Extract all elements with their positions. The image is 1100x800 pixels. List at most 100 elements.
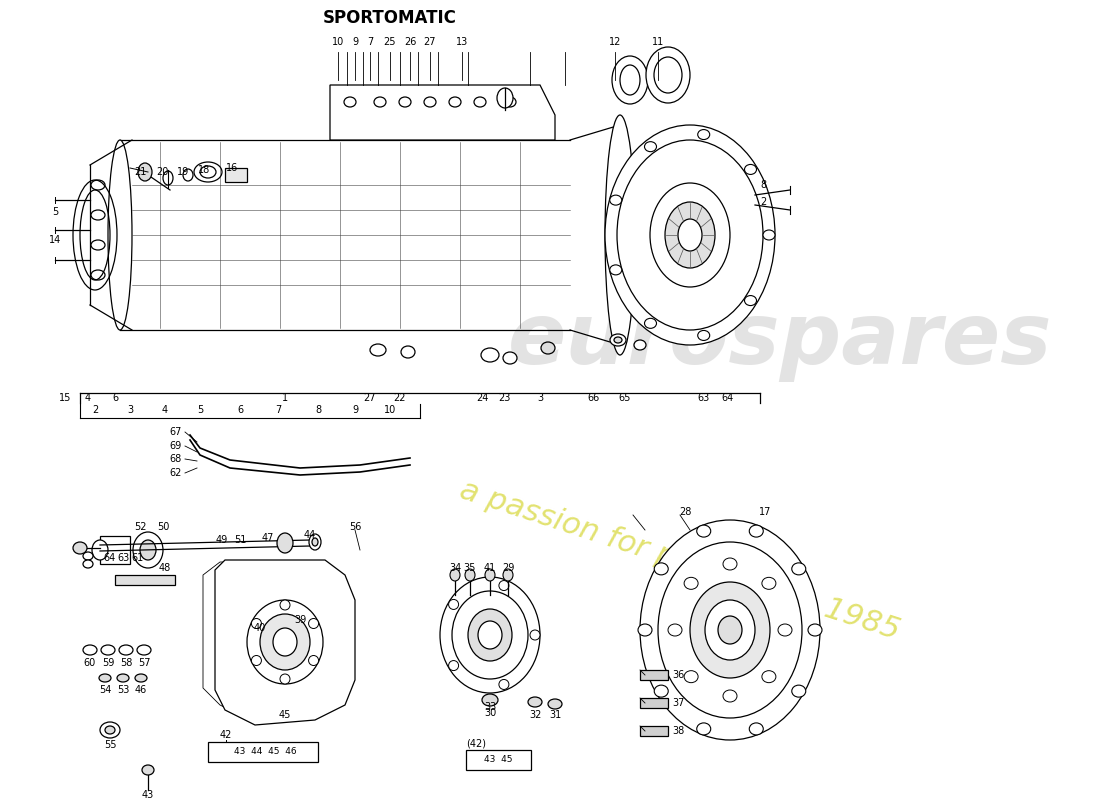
Ellipse shape (654, 57, 682, 93)
Text: 20: 20 (156, 167, 168, 177)
Ellipse shape (474, 97, 486, 107)
Ellipse shape (718, 616, 743, 644)
Text: 19: 19 (177, 167, 189, 177)
Ellipse shape (252, 618, 262, 629)
Polygon shape (214, 560, 355, 725)
Text: 4: 4 (162, 405, 168, 415)
Ellipse shape (138, 163, 152, 181)
Bar (640, 670, 668, 680)
Ellipse shape (440, 577, 540, 693)
Text: 63: 63 (697, 393, 710, 403)
Text: 38: 38 (672, 726, 684, 736)
Text: 59: 59 (102, 658, 114, 668)
Ellipse shape (612, 56, 648, 104)
Text: 49: 49 (216, 535, 228, 545)
Text: 48: 48 (158, 563, 172, 573)
Ellipse shape (142, 765, 154, 775)
Bar (100, 536, 130, 564)
Ellipse shape (503, 352, 517, 364)
Text: 6: 6 (236, 405, 243, 415)
Ellipse shape (792, 685, 806, 697)
Text: 9: 9 (352, 37, 359, 47)
Text: 10: 10 (384, 405, 396, 415)
Ellipse shape (399, 97, 411, 107)
Ellipse shape (640, 520, 820, 740)
Ellipse shape (668, 624, 682, 636)
Ellipse shape (465, 569, 475, 581)
Text: 21: 21 (134, 167, 146, 177)
Ellipse shape (344, 97, 356, 107)
Text: 57: 57 (138, 658, 151, 668)
Text: 58: 58 (120, 658, 132, 668)
Ellipse shape (248, 600, 323, 684)
Ellipse shape (654, 563, 668, 575)
Ellipse shape (309, 618, 319, 629)
Text: 5: 5 (197, 405, 204, 415)
Text: SPORTOMATIC: SPORTOMATIC (323, 9, 456, 27)
Ellipse shape (280, 600, 290, 610)
Ellipse shape (745, 165, 757, 174)
Ellipse shape (163, 171, 173, 185)
Bar (640, 698, 668, 708)
Text: 3: 3 (537, 393, 543, 403)
Text: 12: 12 (608, 37, 622, 47)
Ellipse shape (610, 334, 626, 346)
Text: 55: 55 (103, 740, 117, 750)
Text: 43  44  45  46: 43 44 45 46 (233, 747, 296, 757)
Text: 47: 47 (262, 533, 274, 543)
Text: 4: 4 (85, 393, 91, 403)
Text: 7: 7 (275, 405, 282, 415)
Text: 25: 25 (384, 37, 396, 47)
Text: 39: 39 (294, 615, 306, 625)
Ellipse shape (312, 538, 318, 546)
Ellipse shape (528, 697, 542, 707)
Text: 36: 36 (672, 670, 684, 680)
Ellipse shape (424, 97, 436, 107)
Ellipse shape (634, 340, 646, 350)
Ellipse shape (449, 97, 461, 107)
Bar (208, 742, 318, 762)
Text: 33: 33 (484, 702, 496, 712)
Ellipse shape (280, 674, 290, 684)
Text: 64: 64 (722, 393, 734, 403)
Text: 46: 46 (135, 685, 147, 695)
Text: 44: 44 (304, 530, 316, 540)
Text: 23: 23 (498, 393, 510, 403)
Ellipse shape (108, 140, 132, 330)
Ellipse shape (503, 569, 513, 581)
Text: 16: 16 (226, 163, 238, 173)
Text: 10: 10 (332, 37, 344, 47)
Polygon shape (330, 85, 556, 140)
Text: 2: 2 (92, 405, 98, 415)
Text: 31: 31 (549, 710, 561, 720)
Ellipse shape (91, 240, 104, 250)
Ellipse shape (497, 88, 513, 108)
Ellipse shape (723, 690, 737, 702)
Text: 24: 24 (476, 393, 488, 403)
Text: 54: 54 (99, 685, 111, 695)
Ellipse shape (705, 600, 755, 660)
Ellipse shape (696, 723, 711, 735)
Text: 30: 30 (484, 708, 496, 718)
Ellipse shape (696, 525, 711, 537)
Bar (640, 726, 668, 736)
Text: 26: 26 (404, 37, 416, 47)
Text: 43  45: 43 45 (484, 755, 513, 765)
Text: 60: 60 (84, 658, 96, 668)
Text: 53: 53 (117, 685, 129, 695)
Ellipse shape (650, 183, 730, 287)
Ellipse shape (370, 344, 386, 356)
Text: 52: 52 (134, 522, 146, 532)
Ellipse shape (260, 614, 310, 670)
Text: 32: 32 (529, 710, 541, 720)
Ellipse shape (654, 685, 668, 697)
Ellipse shape (548, 699, 562, 709)
Bar (226, 168, 248, 182)
Ellipse shape (697, 130, 710, 139)
Text: 50: 50 (157, 522, 169, 532)
Ellipse shape (482, 694, 498, 706)
Ellipse shape (620, 65, 640, 95)
Ellipse shape (374, 97, 386, 107)
Ellipse shape (135, 674, 147, 682)
Ellipse shape (273, 628, 297, 656)
